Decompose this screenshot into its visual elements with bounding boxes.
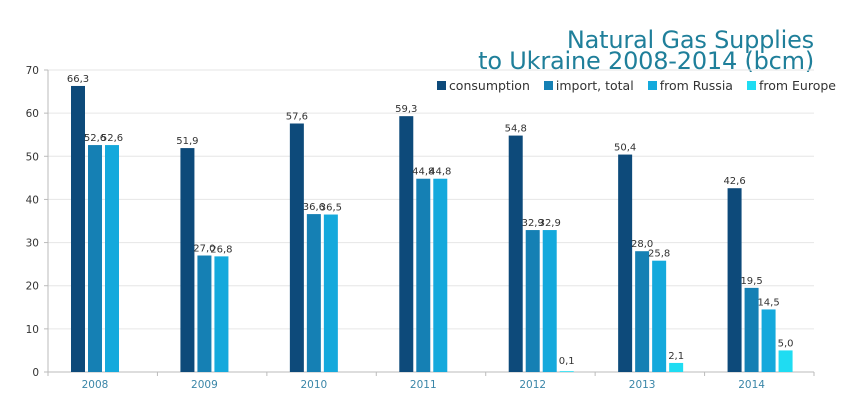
data-label: 44,8 xyxy=(412,167,434,178)
y-tick-label: 0 xyxy=(32,367,39,379)
legend-label-from-russia: from Russia xyxy=(659,78,733,93)
data-label: 50,4 xyxy=(614,143,636,154)
legend-label-from-europe: from Europe xyxy=(758,78,836,93)
data-label: 32,9 xyxy=(522,218,544,229)
data-label: 25,8 xyxy=(648,249,670,260)
x-tick-label: 2014 xyxy=(738,379,765,391)
bar-consumption xyxy=(71,85,85,372)
x-tick-label: 2013 xyxy=(629,379,656,391)
data-label: 54,8 xyxy=(505,124,527,135)
data-label: 36,6 xyxy=(303,202,325,213)
data-label: 59,3 xyxy=(395,104,417,115)
bar-import-total xyxy=(197,255,212,372)
bar-consumption xyxy=(180,148,195,372)
bar-consumption xyxy=(399,116,414,372)
data-label: 52,6 xyxy=(84,133,106,144)
bar-import-total xyxy=(416,178,431,372)
data-label: 44,8 xyxy=(429,167,451,178)
y-tick-label: 20 xyxy=(26,281,39,293)
y-tick-label: 60 xyxy=(26,108,39,120)
bar-from-russia xyxy=(652,260,667,372)
bar-import-total xyxy=(635,251,650,372)
bar-from-russia xyxy=(761,309,776,372)
bar-consumption xyxy=(289,123,304,372)
bar-consumption xyxy=(618,154,633,372)
bar-from-europe xyxy=(669,362,684,372)
bar-from-russia xyxy=(433,178,448,372)
legend-label-consumption: consumption xyxy=(448,78,530,93)
data-label: 32,9 xyxy=(539,218,561,229)
data-label: 14,5 xyxy=(757,297,779,308)
x-tick-label: 2009 xyxy=(191,379,218,391)
bar-consumption xyxy=(508,135,523,372)
data-label: 2,1 xyxy=(668,351,684,362)
data-label: 28,0 xyxy=(631,239,653,250)
legend-item-import-total: import, total xyxy=(543,78,634,93)
legend-swatch-consumption xyxy=(436,81,446,90)
legend-swatch-import-total xyxy=(543,81,553,90)
data-label: 57,6 xyxy=(286,111,308,122)
data-label: 19,5 xyxy=(740,276,762,287)
data-label: 66,3 xyxy=(67,74,89,85)
x-tick-label: 2008 xyxy=(82,379,109,391)
data-label: 5,0 xyxy=(778,338,794,349)
data-label: 42,6 xyxy=(723,176,745,187)
legend-item-consumption: consumption xyxy=(436,78,530,93)
bar-from-europe xyxy=(559,371,574,372)
bar-from-russia xyxy=(542,230,557,372)
bar-import-total xyxy=(525,230,540,372)
bar-from-russia xyxy=(323,214,338,372)
data-label: 26,8 xyxy=(210,244,232,255)
legend: consumption import, total from Russia fr… xyxy=(436,78,836,93)
x-tick-label: 2010 xyxy=(300,379,327,391)
y-tick-label: 30 xyxy=(26,238,39,250)
legend-label-import-total: import, total xyxy=(555,78,634,93)
bar-import-total xyxy=(306,214,321,372)
chart-title-line-1: Natural Gas Supplies xyxy=(566,26,814,54)
data-label: 27,0 xyxy=(193,244,215,255)
bar-from-russia xyxy=(214,256,229,372)
y-tick-label: 40 xyxy=(26,194,39,206)
data-label: 52,6 xyxy=(101,133,123,144)
y-tick-label: 10 xyxy=(26,324,39,336)
x-tick-label: 2012 xyxy=(519,379,546,391)
bar-import-total xyxy=(744,287,759,372)
legend-item-from-europe: from Europe xyxy=(746,78,836,93)
data-label: 0,1 xyxy=(559,356,575,367)
y-tick-label: 50 xyxy=(26,151,39,163)
bar-import-total xyxy=(88,145,102,372)
bar-from-russia xyxy=(105,145,119,372)
x-tick-label: 2011 xyxy=(410,379,437,391)
legend-swatch-from-russia xyxy=(647,81,657,90)
y-tick-label: 70 xyxy=(26,65,39,77)
legend-swatch-from-europe xyxy=(746,81,756,90)
bar-consumption xyxy=(727,188,742,372)
legend-item-from-russia: from Russia xyxy=(647,78,733,93)
data-label: 36,5 xyxy=(320,203,342,214)
bar-from-europe xyxy=(778,350,793,372)
data-label: 51,9 xyxy=(176,136,198,147)
